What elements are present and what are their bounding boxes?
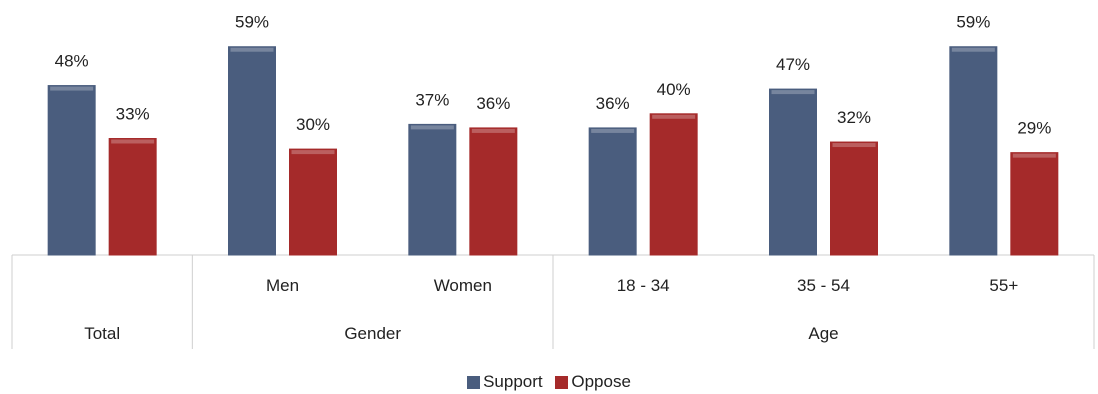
- data-label-oppose-3: 40%: [657, 80, 691, 99]
- category-label-3: 18 - 34: [617, 276, 670, 295]
- group-label-1: Gender: [344, 324, 401, 343]
- data-label-oppose-1: 30%: [296, 115, 330, 134]
- bar-oppose-2: [469, 127, 518, 256]
- bar-support-1: [228, 46, 276, 256]
- bar-oppose-0: [108, 138, 157, 256]
- bar-highlight-oppose-1: [291, 150, 335, 155]
- legend: Support Oppose: [0, 372, 1098, 394]
- data-label-support-2: 37%: [415, 90, 449, 109]
- bar-oppose-5: [1010, 152, 1059, 256]
- legend-swatch-support: [467, 375, 481, 389]
- legend-swatch-oppose: [555, 375, 569, 389]
- data-label-support-1: 59%: [235, 13, 269, 32]
- data-label-support-0: 48%: [55, 52, 89, 71]
- group-label-0: Total: [84, 324, 120, 343]
- data-label-oppose-0: 33%: [116, 105, 150, 124]
- category-label-2: Women: [434, 276, 492, 295]
- bar-highlight-oppose-0: [111, 139, 155, 144]
- bar-support-4: [769, 88, 817, 256]
- data-label-support-5: 59%: [956, 13, 990, 32]
- bar-support-0: [47, 85, 96, 256]
- bar-chart: 48% 33% 59% 30% Men 37% 36% Women 36% 40% 18 - 34 4…: [11, 13, 1095, 349]
- legend-item-oppose: Oppose: [555, 372, 631, 392]
- data-label-oppose-5: 29%: [1017, 119, 1051, 138]
- category-label-4: 35 - 54: [797, 276, 850, 295]
- bar-highlight-support-5: [951, 47, 995, 52]
- bar-highlight-oppose-4: [832, 143, 876, 148]
- category-label-1: Men: [266, 276, 299, 295]
- legend-label-support: Support: [483, 372, 543, 391]
- legend-item-support: Support: [467, 372, 543, 392]
- bar-highlight-oppose-2: [471, 128, 515, 133]
- data-label-oppose-2: 36%: [476, 94, 510, 113]
- bar-highlight-support-2: [410, 125, 454, 130]
- bar-highlight-support-3: [591, 128, 635, 133]
- bar-highlight-oppose-5: [1012, 153, 1056, 158]
- group-label-2: Age: [808, 324, 838, 343]
- bar-oppose-1: [289, 148, 337, 256]
- bar-support-5: [949, 46, 998, 256]
- data-label-support-3: 36%: [596, 94, 630, 113]
- bar-highlight-oppose-3: [652, 114, 696, 119]
- legend-label-oppose: Oppose: [571, 372, 631, 391]
- category-label-5: 55+: [989, 276, 1018, 295]
- data-label-oppose-4: 32%: [837, 108, 871, 127]
- bar-support-2: [408, 123, 457, 256]
- bar-support-3: [588, 127, 637, 256]
- bar-oppose-3: [649, 113, 698, 256]
- bar-oppose-4: [830, 141, 878, 256]
- data-label-support-4: 47%: [776, 55, 810, 74]
- bar-highlight-support-4: [771, 90, 815, 95]
- bar-highlight-support-0: [50, 86, 94, 91]
- bar-highlight-support-1: [230, 47, 274, 52]
